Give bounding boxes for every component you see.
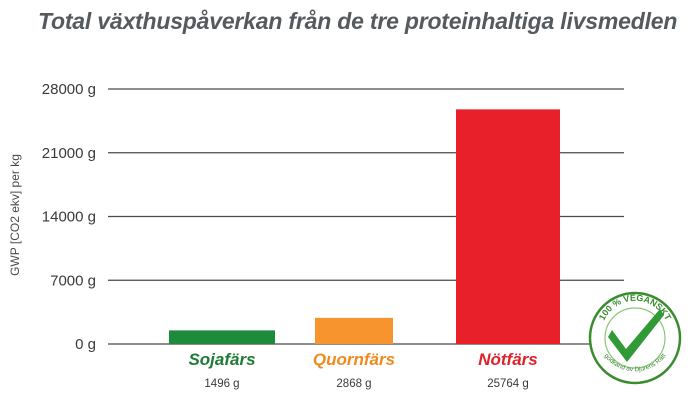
- y-axis-label: GWP [CO2 ekv] per kg: [8, 154, 22, 276]
- category-label: Quornfärs: [313, 350, 395, 369]
- y-tick-label: 7000 g: [50, 272, 96, 289]
- value-label: 1496 g: [204, 378, 239, 390]
- y-tick-label: 28000 g: [42, 81, 96, 98]
- y-tick-label: 21000 g: [42, 145, 96, 162]
- bar-quornfärs: [315, 317, 393, 344]
- bars: [169, 109, 560, 344]
- y-tick-label: 0 g: [75, 336, 96, 353]
- category-label: Nötfärs: [478, 350, 538, 369]
- value-labels: 1496 g 2868 g 25764 g: [204, 378, 528, 390]
- category-label: Sojafärs: [188, 350, 255, 369]
- y-tick-label: 14000 g: [42, 209, 96, 226]
- value-label: 2868 g: [336, 378, 371, 390]
- value-label: 25764 g: [487, 378, 529, 390]
- category-labels: Sojafärs Quornfärs Nötfärs: [188, 350, 537, 369]
- bar-sojafärs: [169, 330, 275, 344]
- checkmark-icon: [608, 309, 664, 362]
- bar-nötfärs: [456, 109, 560, 344]
- vegan-badge: 100 % VEGANSKT godkänd av Djurens Rätt: [588, 291, 682, 385]
- y-axis-ticks: 0 g 7000 g 14000 g 21000 g 28000 g: [42, 81, 96, 353]
- chart-title: Total växthuspåverkan från de tre protei…: [38, 8, 678, 34]
